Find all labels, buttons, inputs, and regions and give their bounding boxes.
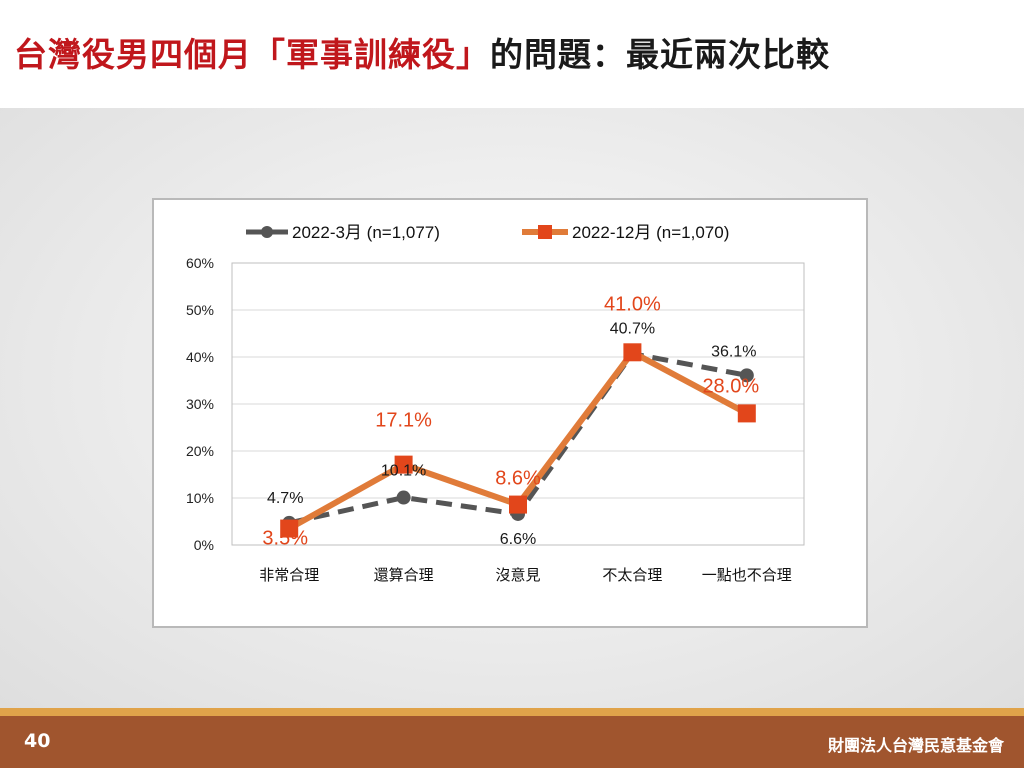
organization-name: 財團法人台灣民意基金會 xyxy=(827,736,1004,755)
data-point-2022-dec xyxy=(394,455,413,474)
data-label-2022-dec: 8.6% xyxy=(495,468,541,490)
title-bar: 台灣役男四個月「軍事訓練役」的問題：最近兩次比較 xyxy=(0,0,1024,108)
y-tick-label: 20% xyxy=(186,443,214,459)
data-label-2022-mar: 40.7% xyxy=(610,321,655,338)
data-label-2022-mar: 36.1% xyxy=(711,343,756,360)
slide-title: 台灣役男四個月「軍事訓練役」的問題：最近兩次比較 xyxy=(14,28,830,76)
y-tick-label: 10% xyxy=(186,490,214,506)
x-tick-label: 不太合理 xyxy=(602,567,662,584)
legend-marker-2022-mar xyxy=(261,226,273,238)
data-point-2022-dec xyxy=(737,404,756,423)
data-point-2022-mar xyxy=(396,490,411,505)
data-label-2022-dec: 28.0% xyxy=(702,375,759,397)
page-number: 40 xyxy=(24,730,51,752)
x-tick-label: 還算合理 xyxy=(374,566,434,584)
footer-stripe xyxy=(0,708,1024,716)
y-tick-label: 40% xyxy=(186,349,214,365)
y-tick-label: 60% xyxy=(186,255,214,271)
x-tick-label: 一點也不合理 xyxy=(702,567,792,584)
slide-title-black: 的問題：最近兩次比較 xyxy=(490,35,830,74)
legend-label-2022-mar: 2022-3月 (n=1,077) xyxy=(292,223,440,242)
legend-marker-2022-dec xyxy=(538,225,552,239)
data-point-2022-dec xyxy=(280,519,299,538)
data-label-2022-mar: 6.6% xyxy=(500,531,536,548)
plot-border xyxy=(231,262,805,546)
x-tick-label: 非常合理 xyxy=(259,567,319,584)
data-label-2022-dec: 41.0% xyxy=(604,293,661,315)
data-label-2022-mar: 10.1% xyxy=(381,463,426,480)
y-tick-label: 30% xyxy=(186,396,214,412)
y-tick-label: 50% xyxy=(186,302,214,318)
data-label-2022-mar: 4.7% xyxy=(267,490,303,507)
data-point-2022-mar xyxy=(739,368,754,383)
data-point-2022-dec xyxy=(509,495,527,514)
line-chart: 0% 10% 20% 30% 40% 50% 60% 非常合理 還算合理 沒意見 不太合理 一點也不合… xyxy=(186,223,805,584)
data-label-2022-dec: 17.1% xyxy=(375,410,432,432)
y-tick-label: 0% xyxy=(194,537,214,553)
x-tick-label: 沒意見 xyxy=(495,566,540,584)
data-point-2022-dec xyxy=(623,343,642,362)
footer: 40 財團法人台灣民意基金會 xyxy=(0,716,1024,768)
legend-label-2022-dec: 2022-12月 (n=1,070) xyxy=(572,223,729,242)
data-label-2022-dec: 3.5% xyxy=(262,528,308,550)
slide-title-red: 台灣役男四個月「軍事訓練役」 xyxy=(14,35,490,74)
chart-frame: 0% 10% 20% 30% 40% 50% 60% 非常合理 還算合理 沒意見 不太合理 一點也不合… xyxy=(152,198,868,628)
